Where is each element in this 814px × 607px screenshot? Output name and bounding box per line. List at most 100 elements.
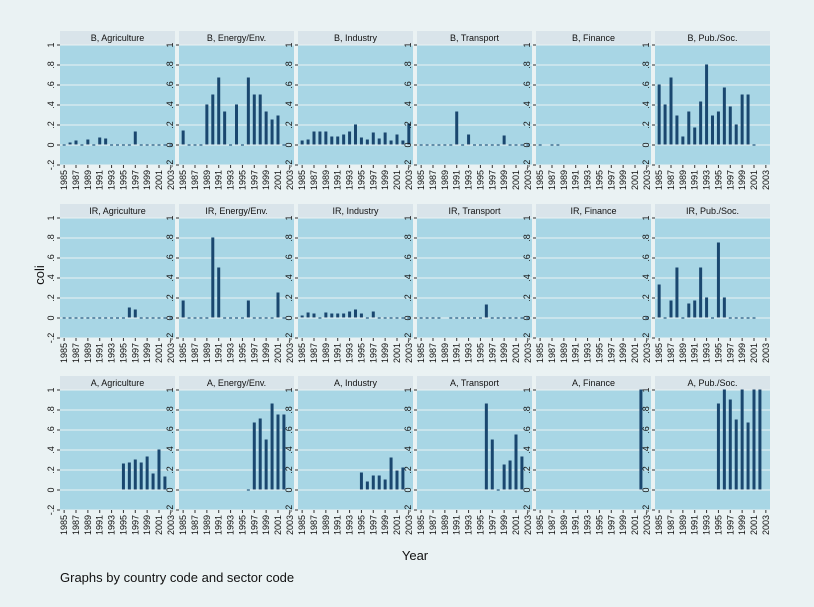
x-tick-label: 2001 [273, 515, 283, 535]
bar [86, 317, 90, 319]
x-tick-label: 1997 [130, 343, 140, 363]
x-tick-label: 2003 [285, 343, 295, 363]
x-tick-label: 1989 [559, 515, 569, 535]
bar [508, 460, 512, 490]
bar [401, 467, 405, 490]
panel-strip [417, 31, 532, 45]
bar [276, 292, 280, 318]
bar [467, 317, 471, 319]
bar [401, 317, 405, 319]
x-tick-label: 1991 [571, 170, 581, 190]
bar [354, 309, 357, 318]
bar [496, 317, 500, 319]
x-tick-label: 2003 [166, 170, 176, 190]
x-tick-label: 1991 [452, 170, 462, 190]
bar [508, 317, 512, 319]
y-tick-label: -.2 [522, 333, 532, 344]
x-tick-label: 1999 [618, 515, 628, 535]
bar [145, 144, 149, 146]
bar [217, 77, 221, 145]
panel-title: B, Transport [450, 33, 500, 43]
x-tick-label: 1997 [725, 515, 735, 535]
x-tick-label: 1989 [321, 343, 331, 363]
bar [758, 389, 762, 490]
x-tick-label: 2001 [511, 515, 521, 535]
bar [669, 300, 673, 318]
bar [508, 144, 512, 146]
panel-strip [536, 204, 651, 218]
bar [728, 399, 732, 490]
y-tick-label: .6 [165, 254, 175, 262]
bar [359, 137, 363, 145]
y-tick-label: .4 [284, 274, 294, 282]
y-tick-label: 0 [522, 315, 532, 320]
x-tick-label: 1989 [678, 515, 688, 535]
x-tick-label: 2003 [404, 170, 414, 190]
y-tick-label: .6 [641, 81, 651, 89]
bar [163, 144, 167, 146]
bar [657, 284, 661, 318]
bar [681, 317, 685, 319]
y-tick-label: .2 [165, 294, 175, 302]
x-tick-label: 1997 [249, 343, 259, 363]
x-tick-label: 1989 [440, 170, 450, 190]
bar [740, 317, 744, 319]
bar [151, 473, 155, 490]
panel-strip [655, 204, 770, 218]
x-tick-label: 1985 [535, 170, 545, 190]
y-tick-label: 0 [46, 142, 56, 147]
bar [687, 111, 691, 145]
y-tick-label: .8 [403, 61, 413, 69]
x-tick-label: 1999 [499, 170, 509, 190]
bar [80, 317, 84, 319]
y-tick-label: 1 [284, 215, 294, 220]
y-tick-label: .4 [284, 446, 294, 454]
bar [229, 317, 233, 319]
x-tick-label: 1997 [487, 170, 497, 190]
x-tick-label: 1985 [297, 343, 307, 363]
x-tick-label: 1999 [737, 343, 747, 363]
bar [502, 135, 506, 145]
bar [502, 317, 506, 319]
x-tick-label: 2003 [285, 170, 295, 190]
x-tick-label: 1987 [190, 170, 200, 190]
bar [282, 317, 286, 319]
bar [104, 317, 108, 319]
x-tick-label: 2003 [761, 515, 771, 535]
x-tick-label: 1991 [452, 343, 462, 363]
x-tick-label: 2001 [154, 515, 164, 535]
x-tick-label: 1993 [583, 343, 593, 363]
bar [389, 140, 393, 145]
panel-strip [60, 204, 175, 218]
bar [722, 87, 726, 145]
x-tick-label: 1993 [583, 515, 593, 535]
x-tick-label: 2003 [285, 515, 295, 535]
x-tick-label: 1987 [428, 515, 438, 535]
x-tick-label: 1991 [214, 515, 224, 535]
y-tick-label: .8 [46, 406, 56, 414]
x-tick-label: 1999 [261, 170, 271, 190]
bar [419, 144, 423, 146]
y-tick-label: .6 [284, 254, 294, 262]
bar [330, 136, 334, 145]
x-tick-label: 2001 [630, 515, 640, 535]
x-tick-label: 1997 [725, 343, 735, 363]
bar [693, 300, 697, 318]
y-axis-title: coli [32, 265, 47, 285]
x-tick-label: 1991 [571, 515, 581, 535]
bar [246, 489, 250, 491]
bar [526, 144, 530, 146]
x-tick-label: 1987 [71, 170, 81, 190]
bar [121, 317, 125, 319]
x-tick-label: 1993 [107, 515, 117, 535]
bar [734, 317, 738, 319]
bar [705, 64, 709, 145]
x-tick-label: 1999 [261, 343, 271, 363]
x-tick-label: 1995 [475, 170, 485, 190]
y-tick-label: .8 [403, 234, 413, 242]
bar [437, 144, 441, 146]
bar [127, 144, 131, 146]
y-tick-label: .8 [165, 406, 175, 414]
bar [728, 317, 732, 319]
x-tick-label: 1997 [606, 343, 616, 363]
